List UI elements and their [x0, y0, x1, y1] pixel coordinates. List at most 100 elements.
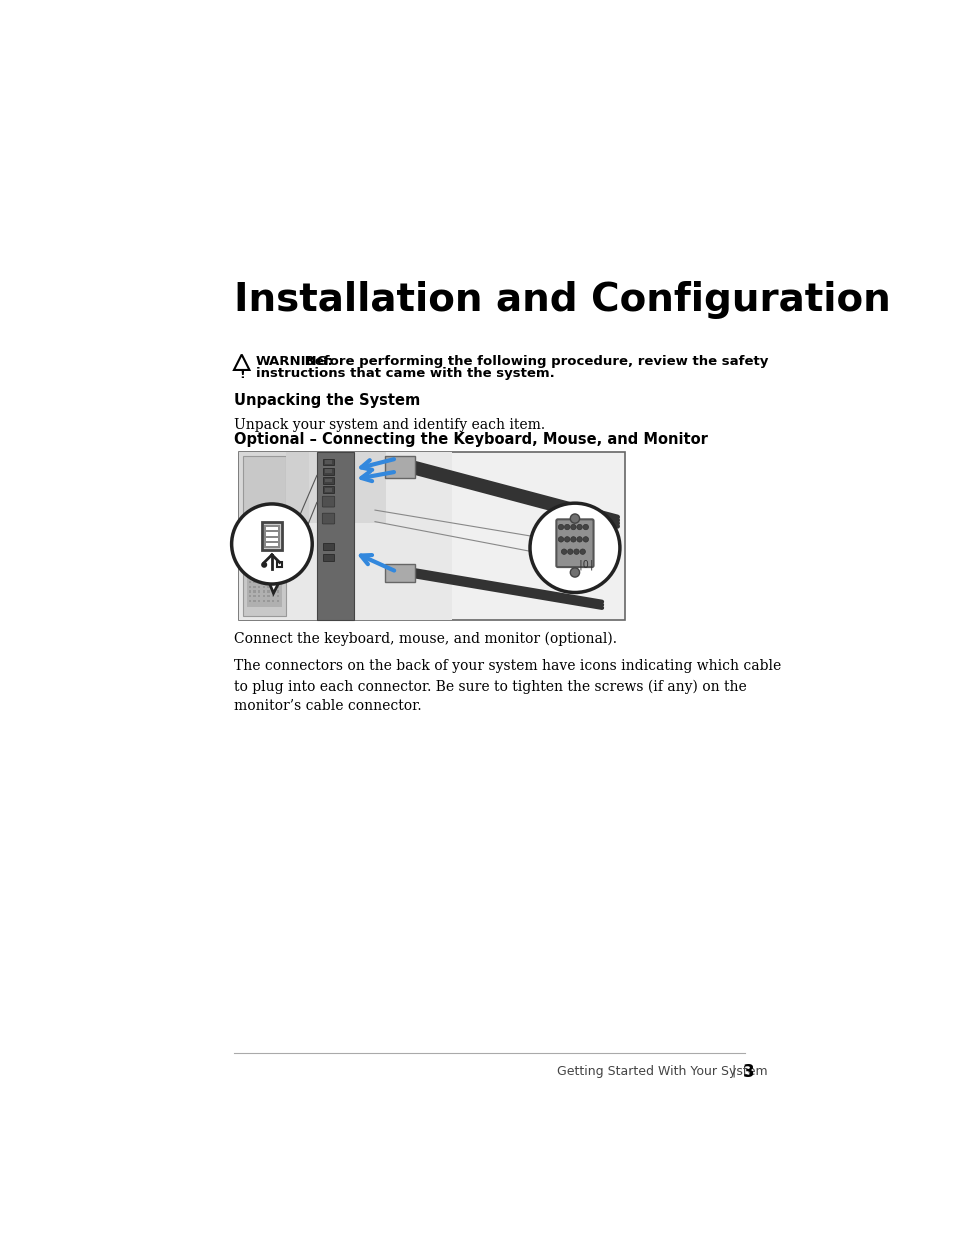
FancyBboxPatch shape [253, 548, 255, 551]
Text: instructions that came with the system.: instructions that came with the system. [255, 367, 554, 380]
FancyBboxPatch shape [262, 563, 265, 564]
FancyBboxPatch shape [253, 572, 255, 574]
FancyBboxPatch shape [249, 582, 251, 583]
FancyBboxPatch shape [239, 452, 451, 620]
FancyBboxPatch shape [267, 590, 270, 593]
FancyBboxPatch shape [276, 530, 278, 532]
FancyBboxPatch shape [276, 595, 278, 598]
FancyBboxPatch shape [249, 600, 251, 601]
FancyBboxPatch shape [257, 526, 260, 529]
Text: Getting Started With Your System: Getting Started With Your System [557, 1065, 767, 1077]
FancyBboxPatch shape [257, 582, 260, 583]
FancyBboxPatch shape [267, 535, 270, 537]
FancyBboxPatch shape [267, 526, 270, 529]
FancyBboxPatch shape [257, 572, 260, 574]
FancyBboxPatch shape [266, 527, 278, 530]
FancyBboxPatch shape [316, 452, 354, 620]
FancyBboxPatch shape [249, 516, 251, 519]
FancyBboxPatch shape [249, 595, 251, 598]
FancyBboxPatch shape [253, 595, 255, 598]
FancyBboxPatch shape [249, 535, 251, 537]
Text: Before performing the following procedure, review the safety: Before performing the following procedur… [299, 356, 767, 368]
FancyBboxPatch shape [276, 545, 278, 547]
Circle shape [560, 550, 566, 555]
FancyBboxPatch shape [324, 461, 332, 464]
FancyBboxPatch shape [257, 540, 260, 542]
FancyBboxPatch shape [323, 477, 334, 484]
FancyBboxPatch shape [253, 585, 255, 588]
FancyBboxPatch shape [257, 521, 260, 524]
FancyBboxPatch shape [323, 543, 334, 550]
FancyBboxPatch shape [276, 535, 278, 537]
FancyBboxPatch shape [272, 545, 274, 547]
FancyBboxPatch shape [272, 535, 274, 537]
FancyBboxPatch shape [276, 582, 278, 583]
Text: Installation and Configuration: Installation and Configuration [233, 282, 890, 319]
FancyBboxPatch shape [267, 572, 270, 574]
FancyBboxPatch shape [262, 540, 265, 542]
FancyBboxPatch shape [267, 553, 270, 556]
Circle shape [570, 525, 576, 530]
FancyBboxPatch shape [276, 577, 278, 579]
FancyBboxPatch shape [262, 595, 265, 598]
FancyBboxPatch shape [276, 585, 278, 588]
Circle shape [577, 525, 581, 530]
FancyBboxPatch shape [276, 548, 278, 551]
FancyBboxPatch shape [257, 535, 260, 537]
FancyBboxPatch shape [267, 545, 270, 547]
FancyBboxPatch shape [385, 564, 415, 583]
Text: !: ! [238, 368, 244, 382]
FancyBboxPatch shape [262, 548, 265, 551]
FancyBboxPatch shape [257, 590, 260, 593]
FancyBboxPatch shape [253, 530, 255, 532]
FancyBboxPatch shape [267, 521, 270, 524]
FancyBboxPatch shape [276, 516, 278, 519]
Text: Connect the keyboard, mouse, and monitor (optional).: Connect the keyboard, mouse, and monitor… [233, 632, 617, 646]
FancyBboxPatch shape [249, 553, 251, 556]
Circle shape [558, 537, 563, 542]
Circle shape [573, 550, 578, 555]
FancyBboxPatch shape [266, 532, 278, 536]
FancyBboxPatch shape [267, 548, 270, 551]
FancyBboxPatch shape [276, 526, 278, 529]
Circle shape [582, 537, 588, 542]
FancyBboxPatch shape [253, 526, 255, 529]
FancyBboxPatch shape [272, 526, 274, 529]
FancyBboxPatch shape [249, 521, 251, 524]
FancyBboxPatch shape [262, 577, 265, 579]
Text: The connectors on the back of your system have icons indicating which cable
to p: The connectors on the back of your syste… [233, 659, 781, 713]
FancyBboxPatch shape [272, 585, 274, 588]
FancyBboxPatch shape [264, 525, 279, 548]
FancyBboxPatch shape [262, 600, 265, 601]
Circle shape [582, 525, 588, 530]
FancyBboxPatch shape [272, 563, 274, 564]
FancyBboxPatch shape [249, 558, 251, 561]
FancyBboxPatch shape [262, 567, 265, 569]
FancyBboxPatch shape [267, 563, 270, 564]
Circle shape [570, 514, 579, 524]
FancyBboxPatch shape [262, 516, 265, 519]
Text: 3: 3 [742, 1063, 754, 1081]
Circle shape [570, 568, 579, 577]
Text: Unpacking the System: Unpacking the System [233, 393, 419, 408]
FancyBboxPatch shape [257, 516, 260, 519]
FancyBboxPatch shape [272, 521, 274, 524]
Circle shape [232, 504, 312, 584]
Text: Unpack your system and identify each item.: Unpack your system and identify each ite… [233, 417, 544, 432]
FancyBboxPatch shape [249, 530, 251, 532]
FancyBboxPatch shape [257, 530, 260, 532]
Text: |: | [731, 1065, 735, 1077]
FancyBboxPatch shape [272, 516, 274, 519]
FancyBboxPatch shape [272, 567, 274, 569]
FancyBboxPatch shape [272, 595, 274, 598]
Circle shape [558, 525, 563, 530]
FancyBboxPatch shape [249, 540, 251, 542]
FancyBboxPatch shape [276, 553, 278, 556]
FancyBboxPatch shape [262, 572, 265, 574]
FancyBboxPatch shape [323, 487, 334, 493]
FancyBboxPatch shape [257, 548, 260, 551]
Polygon shape [267, 578, 281, 593]
FancyBboxPatch shape [267, 516, 270, 519]
FancyBboxPatch shape [276, 572, 278, 574]
FancyBboxPatch shape [267, 530, 270, 532]
